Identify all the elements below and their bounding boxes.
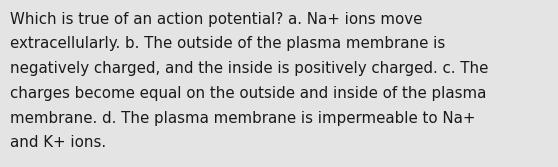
Text: and K+ ions.: and K+ ions. <box>10 135 106 150</box>
Text: membrane. d. The plasma membrane is impermeable to Na+: membrane. d. The plasma membrane is impe… <box>10 111 475 126</box>
Text: Which is true of an action potential? a. Na+ ions move: Which is true of an action potential? a.… <box>10 12 422 27</box>
Text: extracellularly. b. The outside of the plasma membrane is: extracellularly. b. The outside of the p… <box>10 36 445 51</box>
Text: negatively charged, and the inside is positively charged. c. The: negatively charged, and the inside is po… <box>10 61 488 76</box>
Text: charges become equal on the outside and inside of the plasma: charges become equal on the outside and … <box>10 86 487 101</box>
